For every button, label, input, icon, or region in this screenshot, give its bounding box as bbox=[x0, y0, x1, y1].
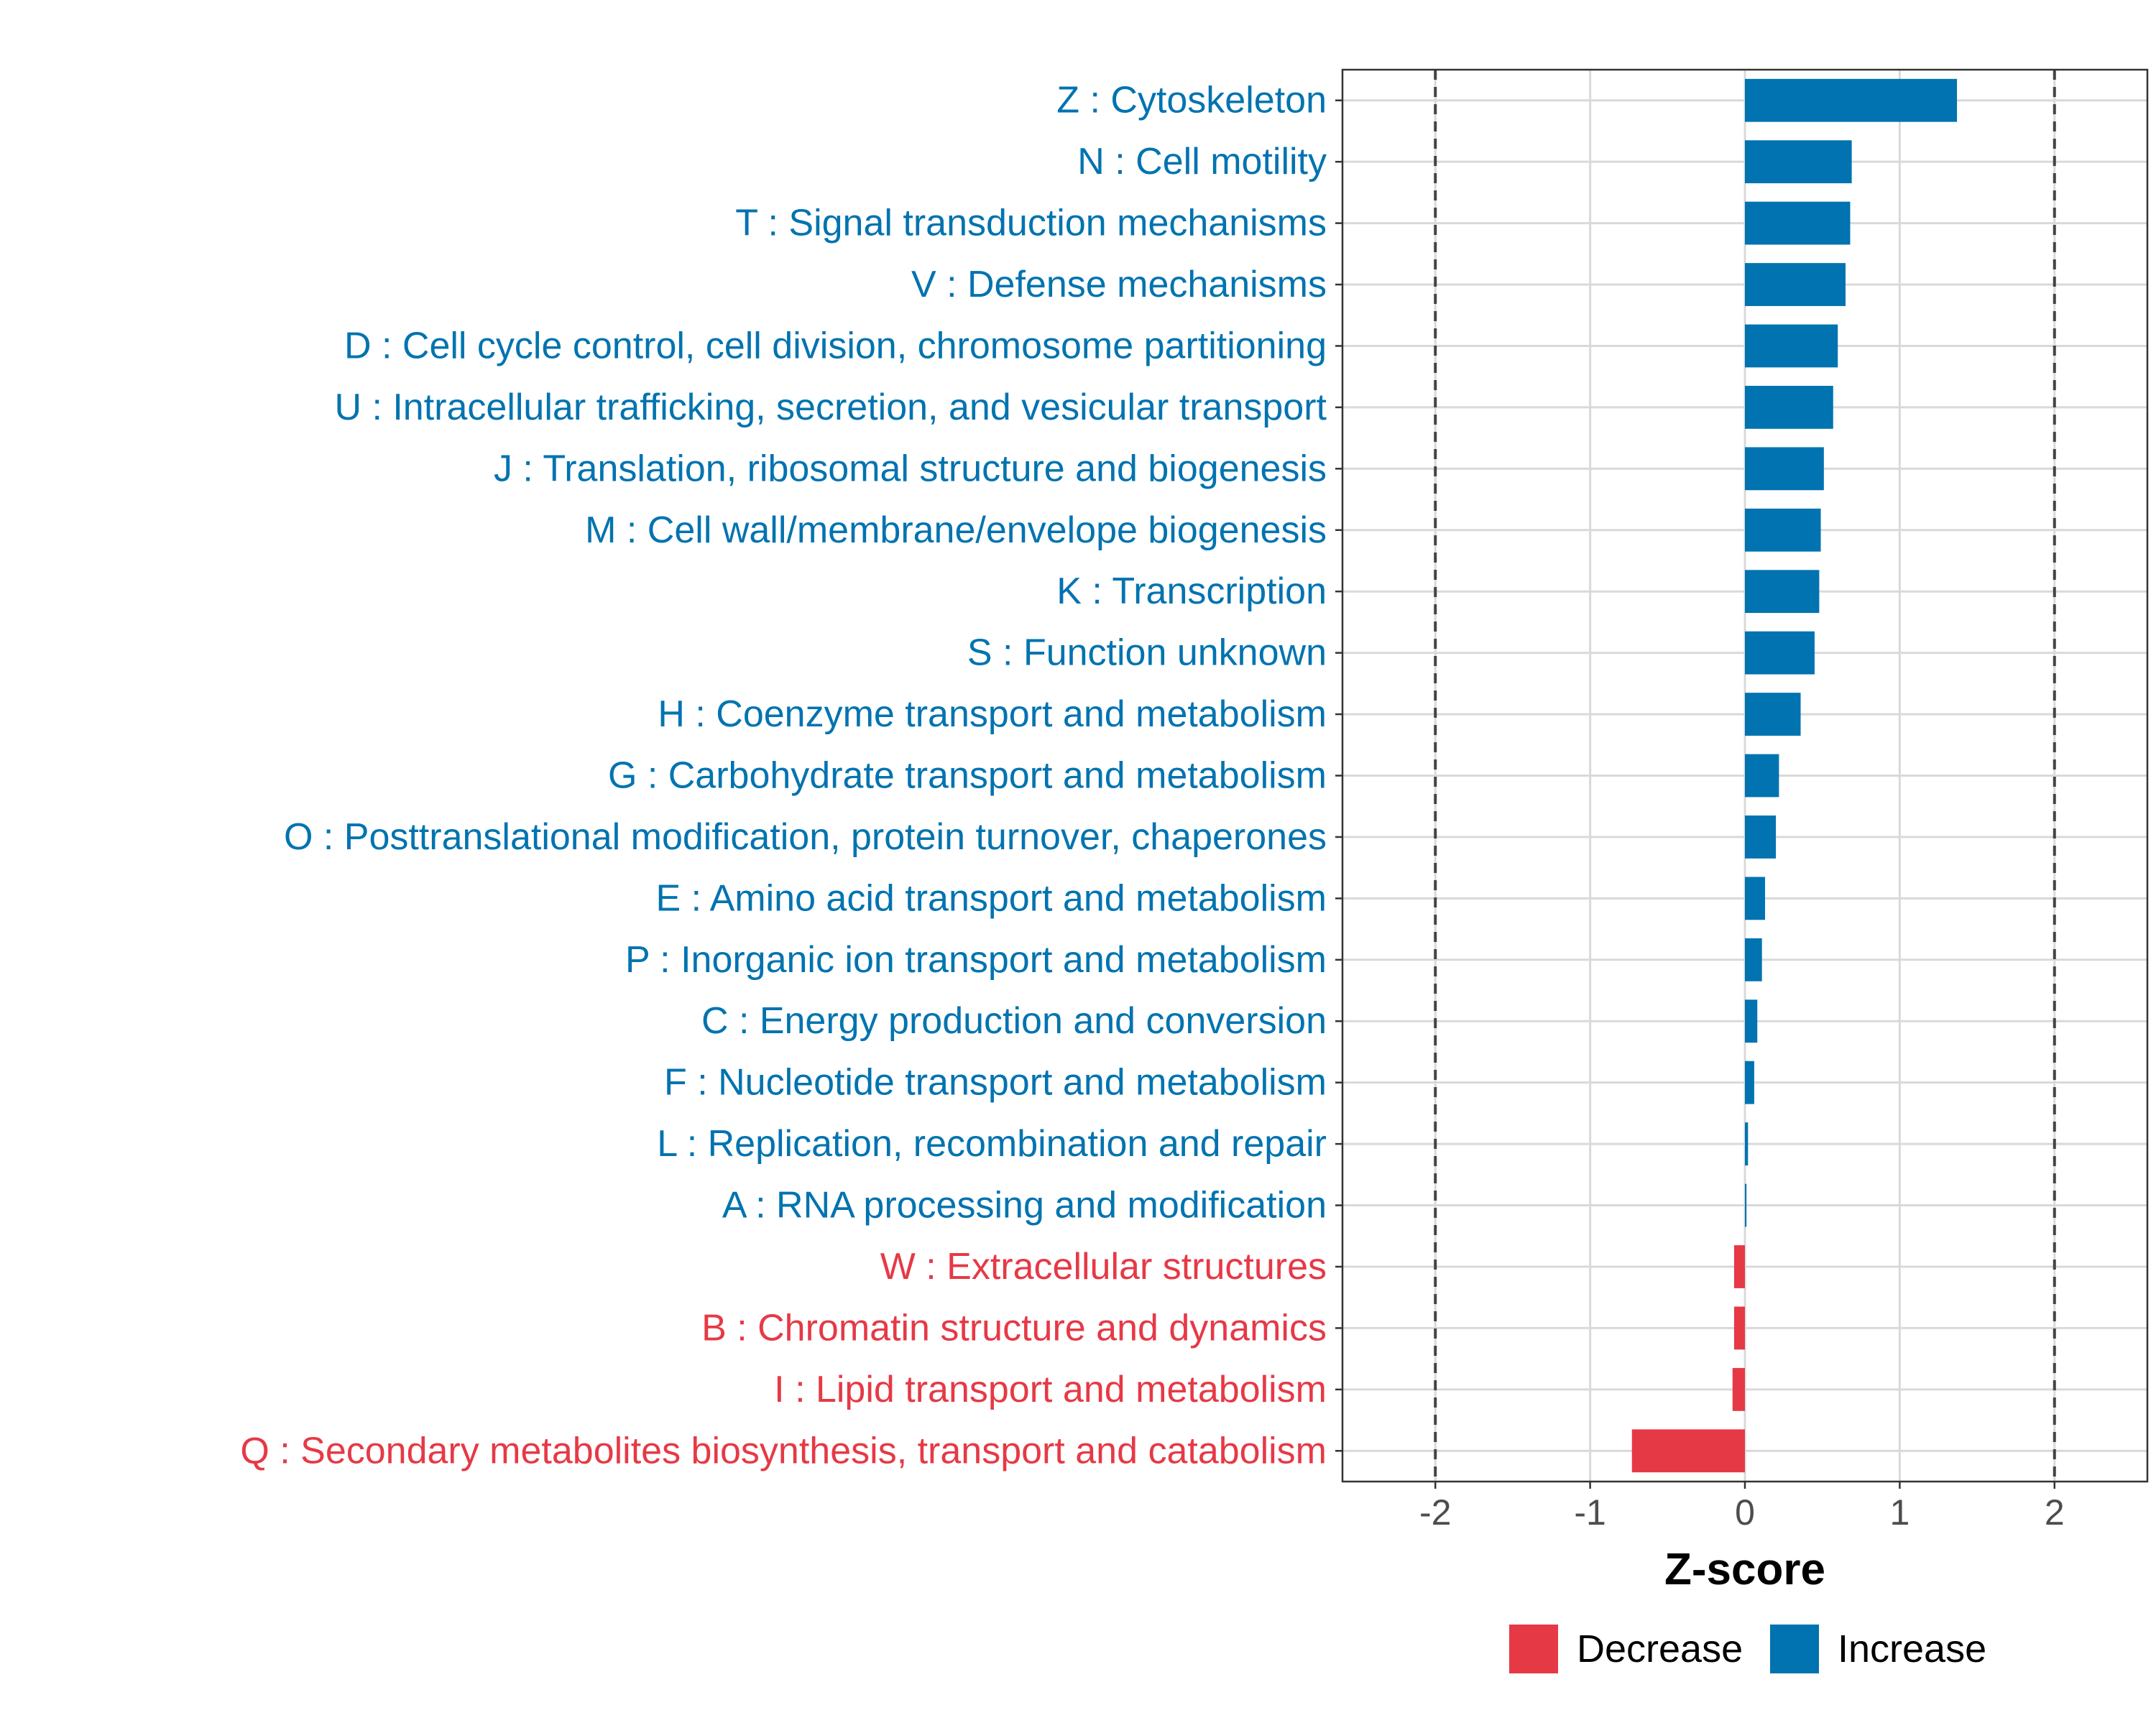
x-axis-title: Z-score bbox=[1664, 1545, 1825, 1594]
bar-z bbox=[1745, 78, 1958, 122]
category-label: V : Defense mechanisms bbox=[911, 264, 1327, 305]
bar-w bbox=[1733, 1245, 1745, 1288]
legend-label-increase: Increase bbox=[1838, 1627, 1986, 1671]
category-label: H : Coenzyme transport and metabolism bbox=[658, 693, 1327, 735]
x-tick-label: -2 bbox=[1419, 1492, 1451, 1533]
category-label: O : Posttranslational modification, prot… bbox=[284, 816, 1327, 858]
legend: Decrease Increase bbox=[1509, 1625, 1986, 1673]
x-tick-label: 0 bbox=[1735, 1492, 1755, 1533]
category-label: L : Replication, recombination and repai… bbox=[657, 1123, 1327, 1165]
bar-g bbox=[1745, 754, 1779, 798]
bar-e bbox=[1745, 877, 1765, 920]
x-axis-tick-labels: -2 -1 0 1 2 bbox=[1419, 1492, 2065, 1533]
bar-i bbox=[1732, 1367, 1745, 1411]
bar-p bbox=[1745, 938, 1762, 981]
x-axis-ticks bbox=[1434, 1482, 2056, 1489]
category-label: Q : Secondary metabolites biosynthesis, … bbox=[240, 1430, 1327, 1471]
x-tick-label: 2 bbox=[2045, 1492, 2065, 1533]
x-tick-label: -1 bbox=[1574, 1492, 1606, 1533]
bar-v bbox=[1745, 263, 1846, 306]
bar-l bbox=[1745, 1122, 1749, 1166]
bar-j bbox=[1745, 447, 1824, 491]
category-label: T : Signal transduction mechanisms bbox=[735, 203, 1327, 244]
y-axis-labels: Z : Cytoskeleton N : Cell motility T : Sig… bbox=[240, 80, 1327, 1472]
bar-b bbox=[1733, 1306, 1745, 1350]
category-label: S : Function unknown bbox=[967, 632, 1327, 674]
bars bbox=[1631, 78, 1958, 1473]
category-label: D : Cell cycle control, cell division, c… bbox=[344, 325, 1327, 366]
x-tick-label: 1 bbox=[1889, 1492, 1909, 1533]
y-axis-ticks bbox=[1335, 99, 1342, 1452]
category-label: U : Intracellular trafficking, secretion… bbox=[334, 387, 1327, 428]
bar-s bbox=[1745, 631, 1815, 675]
category-label: J : Translation, ribosomal structure and… bbox=[494, 448, 1327, 489]
category-label: P : Inorganic ion transport and metaboli… bbox=[625, 939, 1327, 981]
bar-n bbox=[1745, 140, 1852, 184]
bar-u bbox=[1745, 385, 1833, 429]
bar-a bbox=[1745, 1183, 1747, 1227]
bar-c bbox=[1745, 999, 1758, 1043]
legend-label-decrease: Decrease bbox=[1577, 1627, 1743, 1671]
category-label: A : RNA processing and modification bbox=[722, 1185, 1327, 1226]
bar-t bbox=[1745, 201, 1851, 245]
category-label: E : Amino acid transport and metabolism bbox=[655, 877, 1327, 919]
category-label: N : Cell motility bbox=[1077, 141, 1327, 182]
category-label: Z : Cytoskeleton bbox=[1056, 80, 1327, 121]
legend-swatch-increase bbox=[1770, 1625, 1819, 1673]
bar-o bbox=[1745, 816, 1777, 859]
bar-h bbox=[1745, 693, 1801, 736]
category-label: F : Nucleotide transport and metabolism bbox=[664, 1062, 1327, 1104]
bar-d bbox=[1745, 324, 1838, 368]
legend-swatch-decrease bbox=[1509, 1625, 1558, 1673]
bar-f bbox=[1745, 1061, 1754, 1104]
category-label: M : Cell wall/membrane/envelope biogenes… bbox=[585, 509, 1327, 551]
category-label: G : Carbohydrate transport and metabolis… bbox=[608, 755, 1327, 797]
bar-m bbox=[1745, 508, 1821, 552]
category-label: K : Transcription bbox=[1056, 570, 1327, 612]
category-label: I : Lipid transport and metabolism bbox=[774, 1369, 1327, 1410]
category-label: B : Chromatin structure and dynamics bbox=[701, 1307, 1327, 1349]
category-label: W : Extracellular structures bbox=[880, 1246, 1327, 1288]
bar-k bbox=[1745, 570, 1820, 614]
reference-lines bbox=[1434, 70, 2056, 1482]
bar-q bbox=[1631, 1429, 1745, 1473]
category-label: C : Energy production and conversion bbox=[701, 1000, 1327, 1042]
